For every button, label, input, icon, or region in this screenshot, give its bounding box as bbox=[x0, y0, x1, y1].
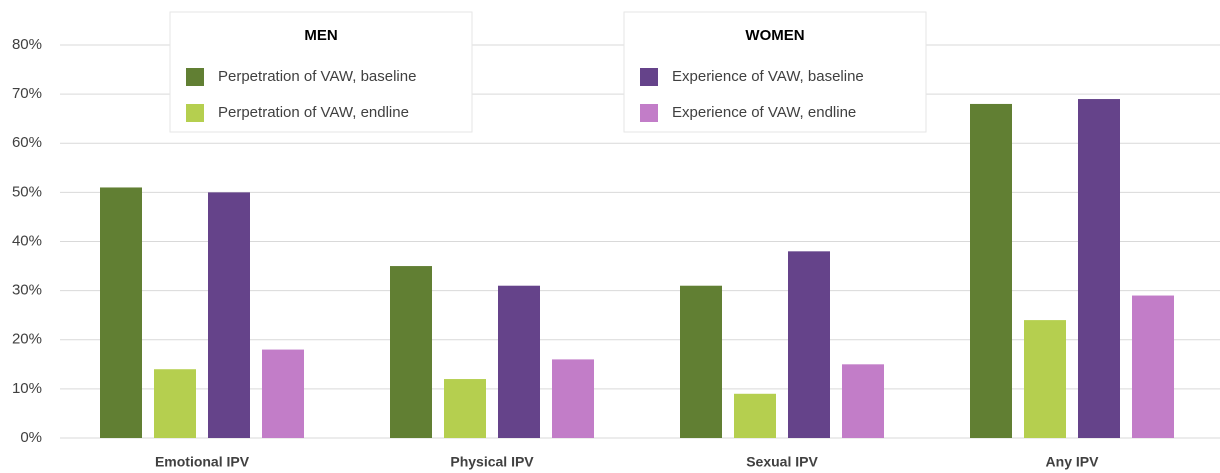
bar bbox=[100, 187, 142, 438]
y-tick-label: 50% bbox=[12, 183, 42, 200]
legend-swatch bbox=[640, 68, 658, 86]
bar bbox=[788, 251, 830, 438]
y-tick-label: 40% bbox=[12, 232, 42, 249]
bar bbox=[1024, 320, 1066, 438]
bar bbox=[498, 285, 540, 438]
bar bbox=[552, 359, 594, 438]
bar bbox=[842, 364, 884, 438]
y-tick-label: 30% bbox=[12, 282, 42, 299]
y-tick-label: 60% bbox=[12, 134, 42, 151]
x-tick-label: Physical IPV bbox=[450, 454, 534, 470]
y-tick-label: 20% bbox=[12, 331, 42, 348]
bar bbox=[444, 379, 486, 438]
bar bbox=[154, 369, 196, 438]
legend-title: MEN bbox=[304, 27, 337, 44]
bar bbox=[970, 103, 1012, 438]
legend-title: WOMEN bbox=[745, 27, 804, 44]
legend-label: Perpetration of VAW, endline bbox=[218, 104, 409, 121]
bar bbox=[390, 266, 432, 438]
legend-label: Perpetration of VAW, baseline bbox=[218, 68, 416, 85]
bar bbox=[1078, 99, 1120, 438]
bar bbox=[1132, 295, 1174, 438]
x-tick-label: Sexual IPV bbox=[746, 454, 818, 470]
y-tick-label: 10% bbox=[12, 380, 42, 397]
legend-box bbox=[169, 11, 473, 133]
y-tick-label: 80% bbox=[12, 36, 42, 53]
legend-label: Experience of VAW, baseline bbox=[672, 68, 864, 85]
bar bbox=[680, 285, 722, 438]
bar bbox=[208, 192, 250, 438]
legend-label: Experience of VAW, endline bbox=[672, 104, 856, 121]
legend-swatch bbox=[186, 68, 204, 86]
legend-swatch bbox=[640, 104, 658, 122]
bar bbox=[734, 393, 776, 438]
y-tick-label: 70% bbox=[12, 85, 42, 102]
x-tick-label: Emotional IPV bbox=[155, 454, 250, 470]
bar bbox=[262, 349, 304, 438]
legend-swatch bbox=[186, 104, 204, 122]
y-tick-label: 0% bbox=[20, 429, 42, 446]
legend-box bbox=[623, 11, 927, 133]
x-tick-label: Any IPV bbox=[1046, 454, 1100, 470]
